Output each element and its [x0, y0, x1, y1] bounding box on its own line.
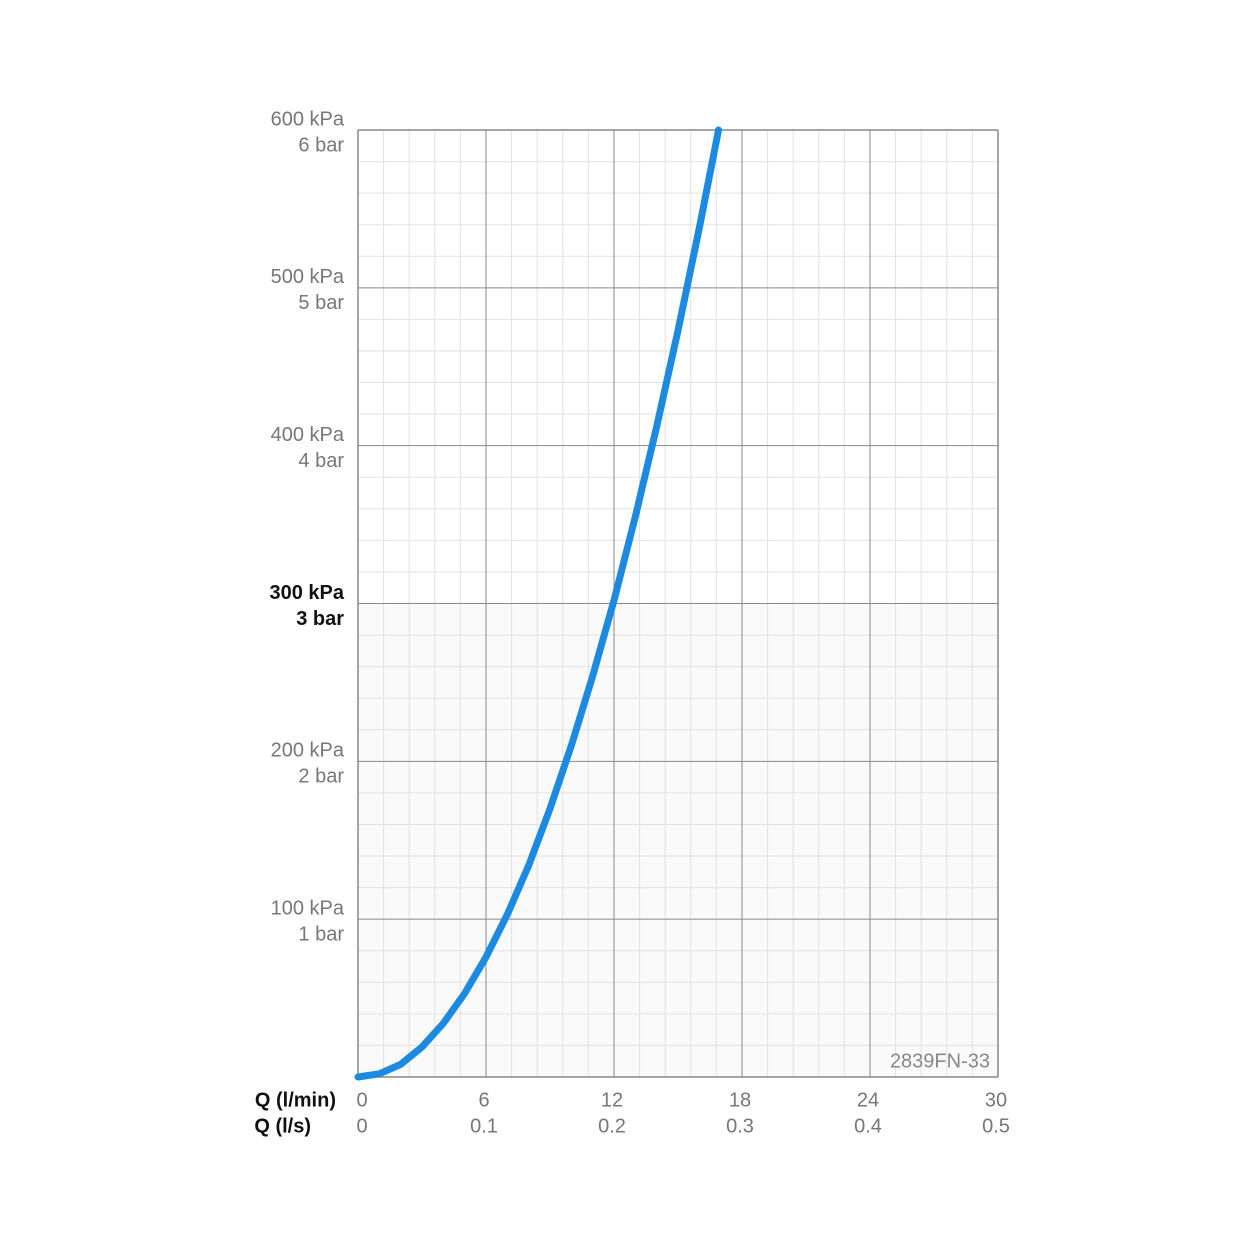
y-tick-label: 600 kPa: [271, 108, 345, 130]
x-tick-label: 18: [729, 1089, 751, 1111]
annotation: 2839FN-33: [890, 1050, 990, 1072]
x2-tick-label: 0.1: [470, 1115, 498, 1137]
y-tick-label: 100 kPa: [271, 897, 345, 919]
y-tick-label: 200 kPa: [271, 740, 345, 762]
x-tick-label: 12: [601, 1089, 623, 1111]
x-tick-label: 24: [857, 1089, 879, 1111]
x2-tick-label: 0.2: [598, 1115, 626, 1137]
data-line: [354, 126, 723, 1081]
x2-tick-label: 0.3: [726, 1115, 754, 1137]
x-tick-label: 0: [356, 1089, 367, 1111]
grid: [357, 129, 999, 1077]
y-tick-label: 400 kPa: [271, 424, 345, 446]
x2-tick-label: 0: [356, 1115, 367, 1137]
x2-axis-title: Q (l/s): [254, 1115, 311, 1137]
y2-tick-label: 6 bar: [298, 134, 344, 156]
y2-tick-label: 4 bar: [298, 450, 344, 472]
y2-tick-label: 5 bar: [298, 292, 344, 314]
y2-tick-label: 3 bar: [296, 608, 344, 630]
x-tick-label: 30: [985, 1089, 1007, 1111]
x-axis-title: Q (l/min): [255, 1089, 336, 1111]
y-tick-label: 500 kPa: [271, 266, 345, 288]
y-tick-label: 300 kPa: [269, 582, 344, 604]
y2-tick-label: 2 bar: [298, 766, 344, 788]
y2-tick-label: 1 bar: [298, 923, 344, 945]
x2-tick-label: 0.4: [854, 1115, 882, 1137]
x2-tick-label: 0.5: [982, 1115, 1010, 1137]
x-tick-label: 6: [478, 1089, 489, 1111]
